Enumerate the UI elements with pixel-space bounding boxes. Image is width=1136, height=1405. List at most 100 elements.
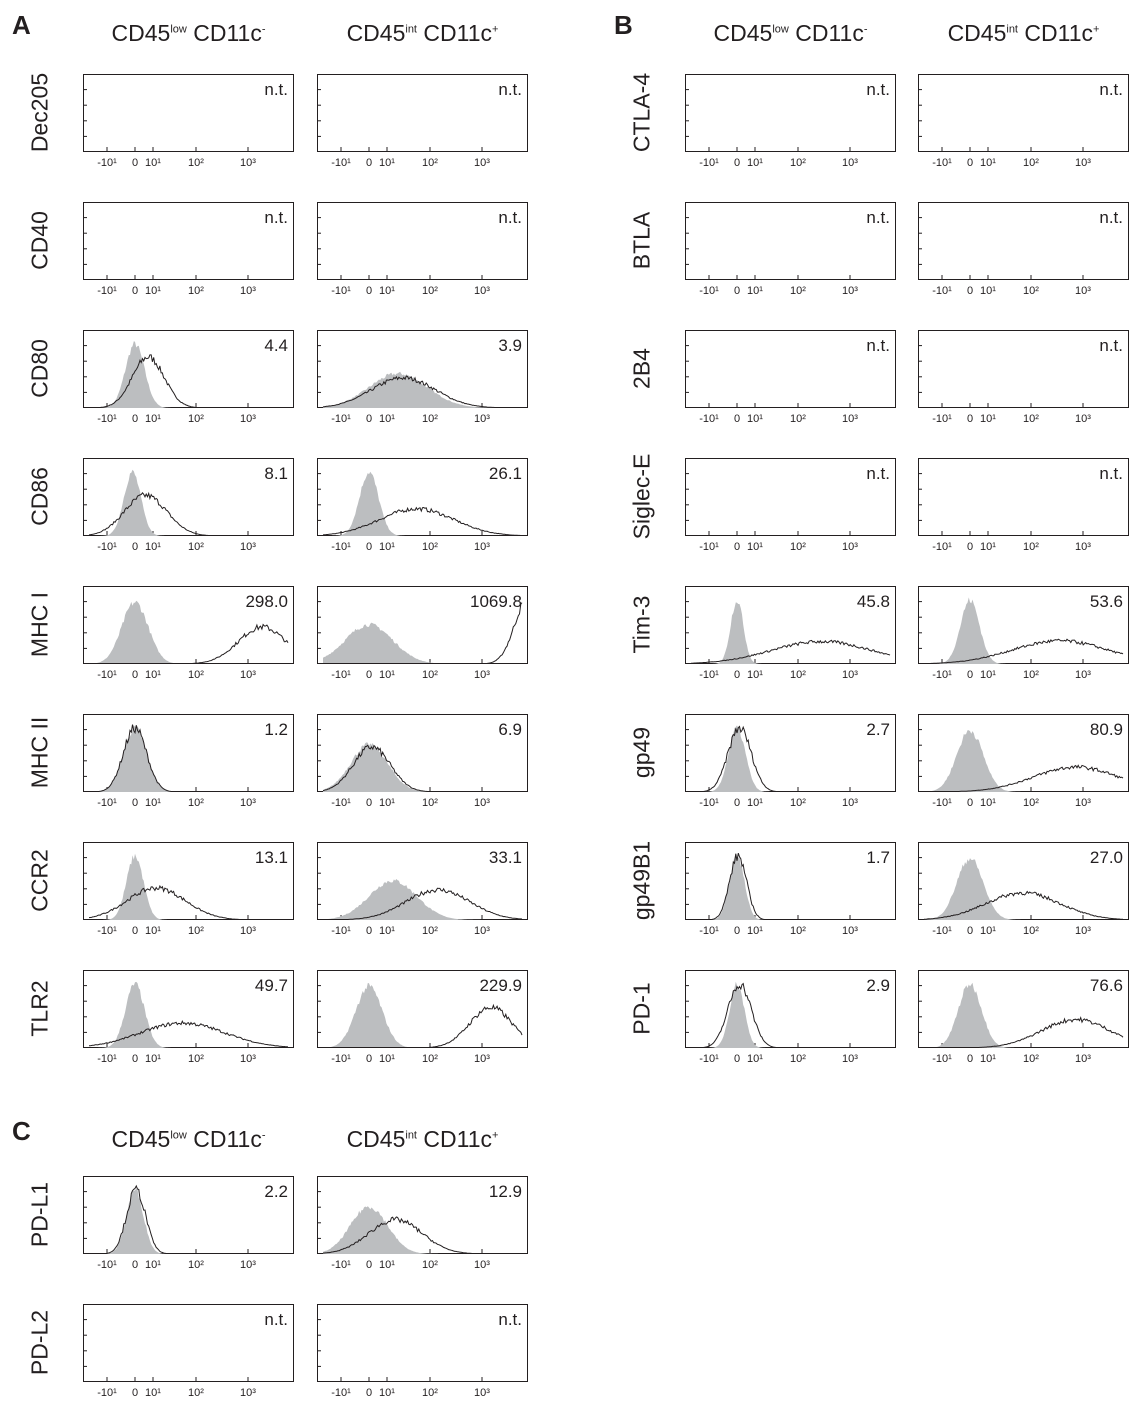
histogram-left: -10¹ 0 10¹ 10² 10³ 1.7 — [685, 842, 896, 938]
header-rest: CD11c — [788, 20, 864, 46]
x-tick-label: 10¹ — [980, 157, 996, 169]
histogram-left: -10¹ 0 10¹ 10² 10³ 8.1 — [83, 458, 294, 554]
x-tick-label: 0 — [967, 1053, 973, 1065]
isotype-control-histogram — [89, 725, 288, 792]
x-tick-label: 10³ — [240, 541, 256, 553]
mfi-value: 1069.8 — [470, 592, 522, 611]
isotype-control-histogram — [691, 981, 890, 1048]
mfi-value: n.t. — [264, 208, 288, 227]
isotype-control-histogram — [924, 858, 1123, 920]
header-sup2: - — [261, 1129, 266, 1142]
mfi-value: 229.9 — [479, 976, 522, 995]
histogram-right: -10¹ 0 10¹ 10² 10³ n.t. — [918, 330, 1129, 426]
x-tick-label: 10³ — [240, 925, 256, 937]
x-tick-label: 10² — [422, 669, 438, 681]
x-tick-label: 10³ — [474, 157, 490, 169]
header-marker: CD45 — [947, 20, 1007, 46]
header-marker: CD45 — [713, 20, 773, 46]
histogram-svg: -10¹ 0 10¹ 10² 10³ 26.1 — [317, 458, 528, 553]
isotype-control-histogram — [691, 853, 890, 920]
mfi-value: 6.9 — [498, 720, 522, 739]
marker-label: CTLA-4 — [628, 72, 655, 153]
isotype-control-histogram — [691, 602, 890, 664]
x-tick-label: -10¹ — [699, 669, 719, 681]
header-sup2: + — [492, 23, 499, 36]
x-tick-label: -10¹ — [97, 1387, 117, 1399]
x-tick-label: 10² — [422, 541, 438, 553]
mfi-value: 13.1 — [255, 848, 288, 867]
marker-label: TLR2 — [26, 980, 53, 1037]
stained-histogram — [691, 852, 890, 920]
x-tick-label: 0 — [734, 1053, 740, 1065]
x-tick-label: 10³ — [474, 541, 490, 553]
x-tick-label: 10² — [188, 541, 204, 553]
x-tick-label: 10¹ — [145, 285, 161, 297]
histogram-right: -10¹ 0 10¹ 10² 10³ n.t. — [317, 202, 528, 298]
x-tick-label: 0 — [967, 157, 973, 169]
x-tick-label: 10³ — [1075, 925, 1091, 937]
x-tick-label: 0 — [967, 797, 973, 809]
x-tick-label: 10¹ — [980, 1053, 996, 1065]
histogram-svg: -10¹ 0 10¹ 10² 10³ n.t. — [685, 202, 896, 297]
marker-label: MHC II — [26, 716, 53, 789]
plot-frame — [83, 74, 294, 152]
x-tick-label: 10³ — [240, 1387, 256, 1399]
x-tick-label: 10¹ — [980, 669, 996, 681]
panel-label-a: A — [12, 10, 31, 40]
column-header-right-b: CD45int CD11c+ — [918, 22, 1129, 45]
plot-frame — [685, 330, 896, 408]
header-sup: int — [405, 1129, 417, 1142]
x-tick-label: 10³ — [842, 157, 858, 169]
mfi-value: n.t. — [1099, 336, 1123, 355]
x-tick-label: 10¹ — [379, 1387, 395, 1399]
histogram-svg: -10¹ 0 10¹ 10² 10³ 1069.8 — [317, 586, 528, 681]
stained-histogram — [89, 623, 289, 664]
x-tick-label: 10² — [790, 541, 806, 553]
column-header-right-c: CD45int CD11c+ — [317, 1128, 528, 1151]
x-tick-label: -10¹ — [331, 285, 351, 297]
x-tick-label: 0 — [967, 925, 973, 937]
histogram-svg: -10¹ 0 10¹ 10² 10³ 2.7 — [685, 714, 896, 809]
x-tick-label: 10¹ — [145, 1259, 161, 1271]
histogram-svg: -10¹ 0 10¹ 10² 10³ 2.2 — [83, 1176, 294, 1271]
x-tick-label: 10³ — [842, 669, 858, 681]
mfi-value: n.t. — [498, 80, 522, 99]
x-tick-label: -10¹ — [331, 541, 351, 553]
histogram-svg: -10¹ 0 10¹ 10² 10³ n.t. — [83, 74, 294, 169]
plot-frame — [918, 458, 1129, 536]
isotype-control-histogram — [924, 597, 1123, 664]
histogram-svg: -10¹ 0 10¹ 10² 10³ n.t. — [317, 202, 528, 297]
histogram-right: -10¹ 0 10¹ 10² 10³ 1069.8 — [317, 586, 528, 682]
x-tick-label: 10¹ — [379, 285, 395, 297]
histogram-svg: -10¹ 0 10¹ 10² 10³ 27.0 — [918, 842, 1129, 937]
x-tick-label: 0 — [967, 285, 973, 297]
x-tick-label: -10¹ — [932, 797, 952, 809]
marker-label: Siglec-E — [628, 453, 655, 540]
isotype-control-histogram — [323, 1206, 522, 1254]
plot-frame — [317, 202, 528, 280]
x-tick-label: 10¹ — [145, 797, 161, 809]
histogram-left: -10¹ 0 10¹ 10² 10³ n.t. — [83, 1304, 294, 1400]
mfi-value: 3.9 — [498, 336, 522, 355]
x-tick-label: 10³ — [1075, 797, 1091, 809]
mfi-value: 49.7 — [255, 976, 288, 995]
isotype-control-histogram — [89, 1188, 288, 1254]
x-tick-label: -10¹ — [699, 925, 719, 937]
plot-frame — [918, 74, 1129, 152]
stained-histogram — [322, 506, 522, 536]
x-tick-label: 10³ — [842, 925, 858, 937]
histogram-left: -10¹ 0 10¹ 10² 10³ 298.0 — [83, 586, 294, 682]
mfi-value: 80.9 — [1090, 720, 1123, 739]
histogram-svg: -10¹ 0 10¹ 10² 10³ 45.8 — [685, 586, 896, 681]
header-sup2: - — [261, 23, 266, 36]
x-tick-label: 10² — [422, 1387, 438, 1399]
mfi-value: 8.1 — [264, 464, 288, 483]
x-tick-label: 0 — [734, 413, 740, 425]
stained-histogram — [323, 887, 523, 920]
x-tick-label: -10¹ — [932, 925, 952, 937]
panel-label-c: C — [12, 1116, 31, 1146]
isotype-control-histogram — [89, 341, 288, 408]
header-marker: CD45 — [346, 1126, 406, 1152]
mfi-value: 1.2 — [264, 720, 288, 739]
histogram-svg: -10¹ 0 10¹ 10² 10³ 80.9 — [918, 714, 1129, 809]
